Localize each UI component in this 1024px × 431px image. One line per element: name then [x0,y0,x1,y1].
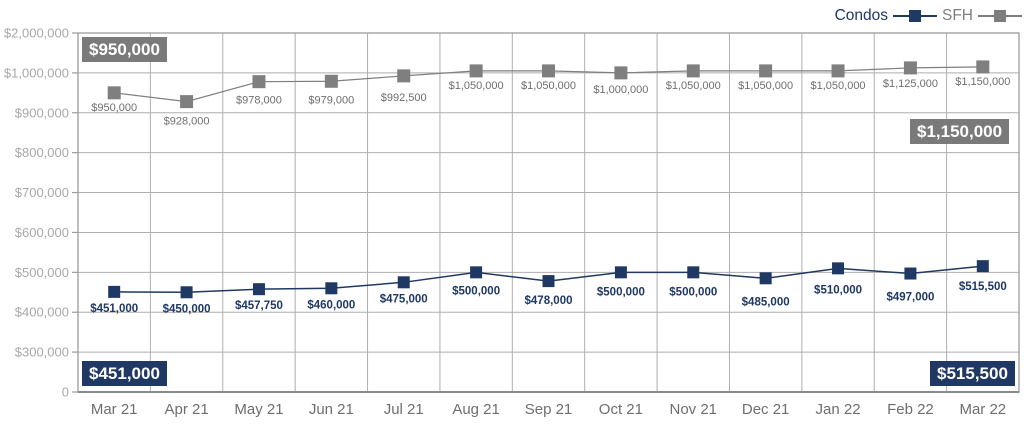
sfh-data-label: $950,000 [91,102,137,114]
x-tick-label: Mar 21 [91,401,138,418]
sfh-data-label: $1,050,000 [449,80,504,92]
condos-data-label: $497,000 [886,292,934,304]
sfh-marker [180,95,194,109]
condos-data-label: $451,000 [90,303,138,315]
sfh-marker [324,74,338,88]
y-tick-label: $2,000,000 [4,26,69,41]
x-tick-label: Jul 21 [384,401,424,418]
x-tick-label: Feb 22 [887,401,934,418]
condos-data-label: $475,000 [380,293,428,305]
y-tick-label: $500,000 [15,265,69,280]
y-tick-label: $700,000 [15,185,69,200]
x-tick-label: Oct 21 [599,401,643,418]
condos-marker [325,282,338,295]
sfh-marker [686,64,700,78]
condos-data-label: $478,000 [525,295,573,307]
condos-data-label: $450,000 [163,303,211,315]
condos-data-label: $500,000 [597,286,645,298]
x-tick-label: Mar 22 [959,401,1006,418]
y-tick-label: $300,000 [15,345,69,360]
sfh-marker [469,64,483,78]
legend-label-condos: Condos [834,7,888,24]
condos-marker [470,266,483,279]
x-tick-label: Aug 21 [452,401,500,418]
sfh-data-label: $979,000 [308,94,354,106]
callout-sfh-start: $950,000 [82,37,167,62]
x-tick-label: Apr 21 [164,401,208,418]
y-tick-label: $600,000 [15,225,69,240]
y-tick-label: $400,000 [15,305,69,320]
condos-marker [759,272,772,285]
condos-data-label: $500,000 [669,286,717,298]
condos-line-marker-icon [893,10,937,22]
sfh-data-label: $978,000 [236,95,282,107]
y-tick-label: $1,000,000 [4,65,69,80]
condos-marker [832,262,845,275]
y-tick-label: 0 [62,385,69,400]
x-tick-label: Jan 22 [816,401,861,418]
chart-legend: Condos SFH [835,6,1022,26]
sfh-data-label: $1,050,000 [811,80,866,92]
sfh-marker [903,61,917,75]
condos-data-label: $510,000 [814,284,862,296]
condos-data-label: $457,750 [235,300,283,312]
sfh-marker [759,64,773,78]
sfh-marker [614,66,628,80]
condos-marker [180,286,193,299]
callout-sfh-end: $1,150,000 [910,119,1010,144]
condos-data-label: $500,000 [452,285,500,297]
condos-marker [687,266,700,279]
condos-data-label: $515,500 [959,281,1007,293]
condos-data-label: $460,000 [307,299,355,311]
sfh-marker [976,60,990,74]
sfh-data-label: $928,000 [164,116,210,128]
sfh-data-label: $1,000,000 [593,84,648,96]
sfh-marker [397,69,411,83]
sfh-marker [831,64,845,78]
callout-condos-start: $451,000 [82,361,167,386]
sfh-marker [542,64,555,78]
sfh-data-label: $1,125,000 [883,78,938,90]
x-tick-label: Nov 21 [670,401,718,418]
condos-marker [614,266,627,279]
legend-label-sfh: SFH [942,7,973,24]
sfh-marker [252,75,266,89]
condos-marker [904,267,917,280]
y-tick-label: $900,000 [15,105,69,120]
sfh-marker [107,86,121,100]
x-tick-label: Sep 21 [525,401,573,418]
condos-marker [252,283,265,296]
condos-marker [108,285,121,298]
condos-data-label: $485,000 [742,296,790,308]
sfh-data-label: $1,050,000 [738,80,793,92]
condos-marker [976,260,989,273]
condos-marker [397,276,410,289]
sfh-data-label: $1,150,000 [955,76,1010,88]
callout-condos-end: $515,500 [930,361,1015,386]
x-tick-label: Dec 21 [742,401,790,418]
sfh-data-label: $992,500 [381,92,427,104]
sfh-line-marker-icon [978,10,1022,22]
x-tick-label: Jun 21 [309,401,354,418]
y-tick-label: $800,000 [15,145,69,160]
sfh-data-label: $1,050,000 [521,80,576,92]
sfh-data-label: $1,050,000 [666,80,721,92]
condos-marker [542,275,555,288]
x-tick-label: May 21 [234,401,283,418]
